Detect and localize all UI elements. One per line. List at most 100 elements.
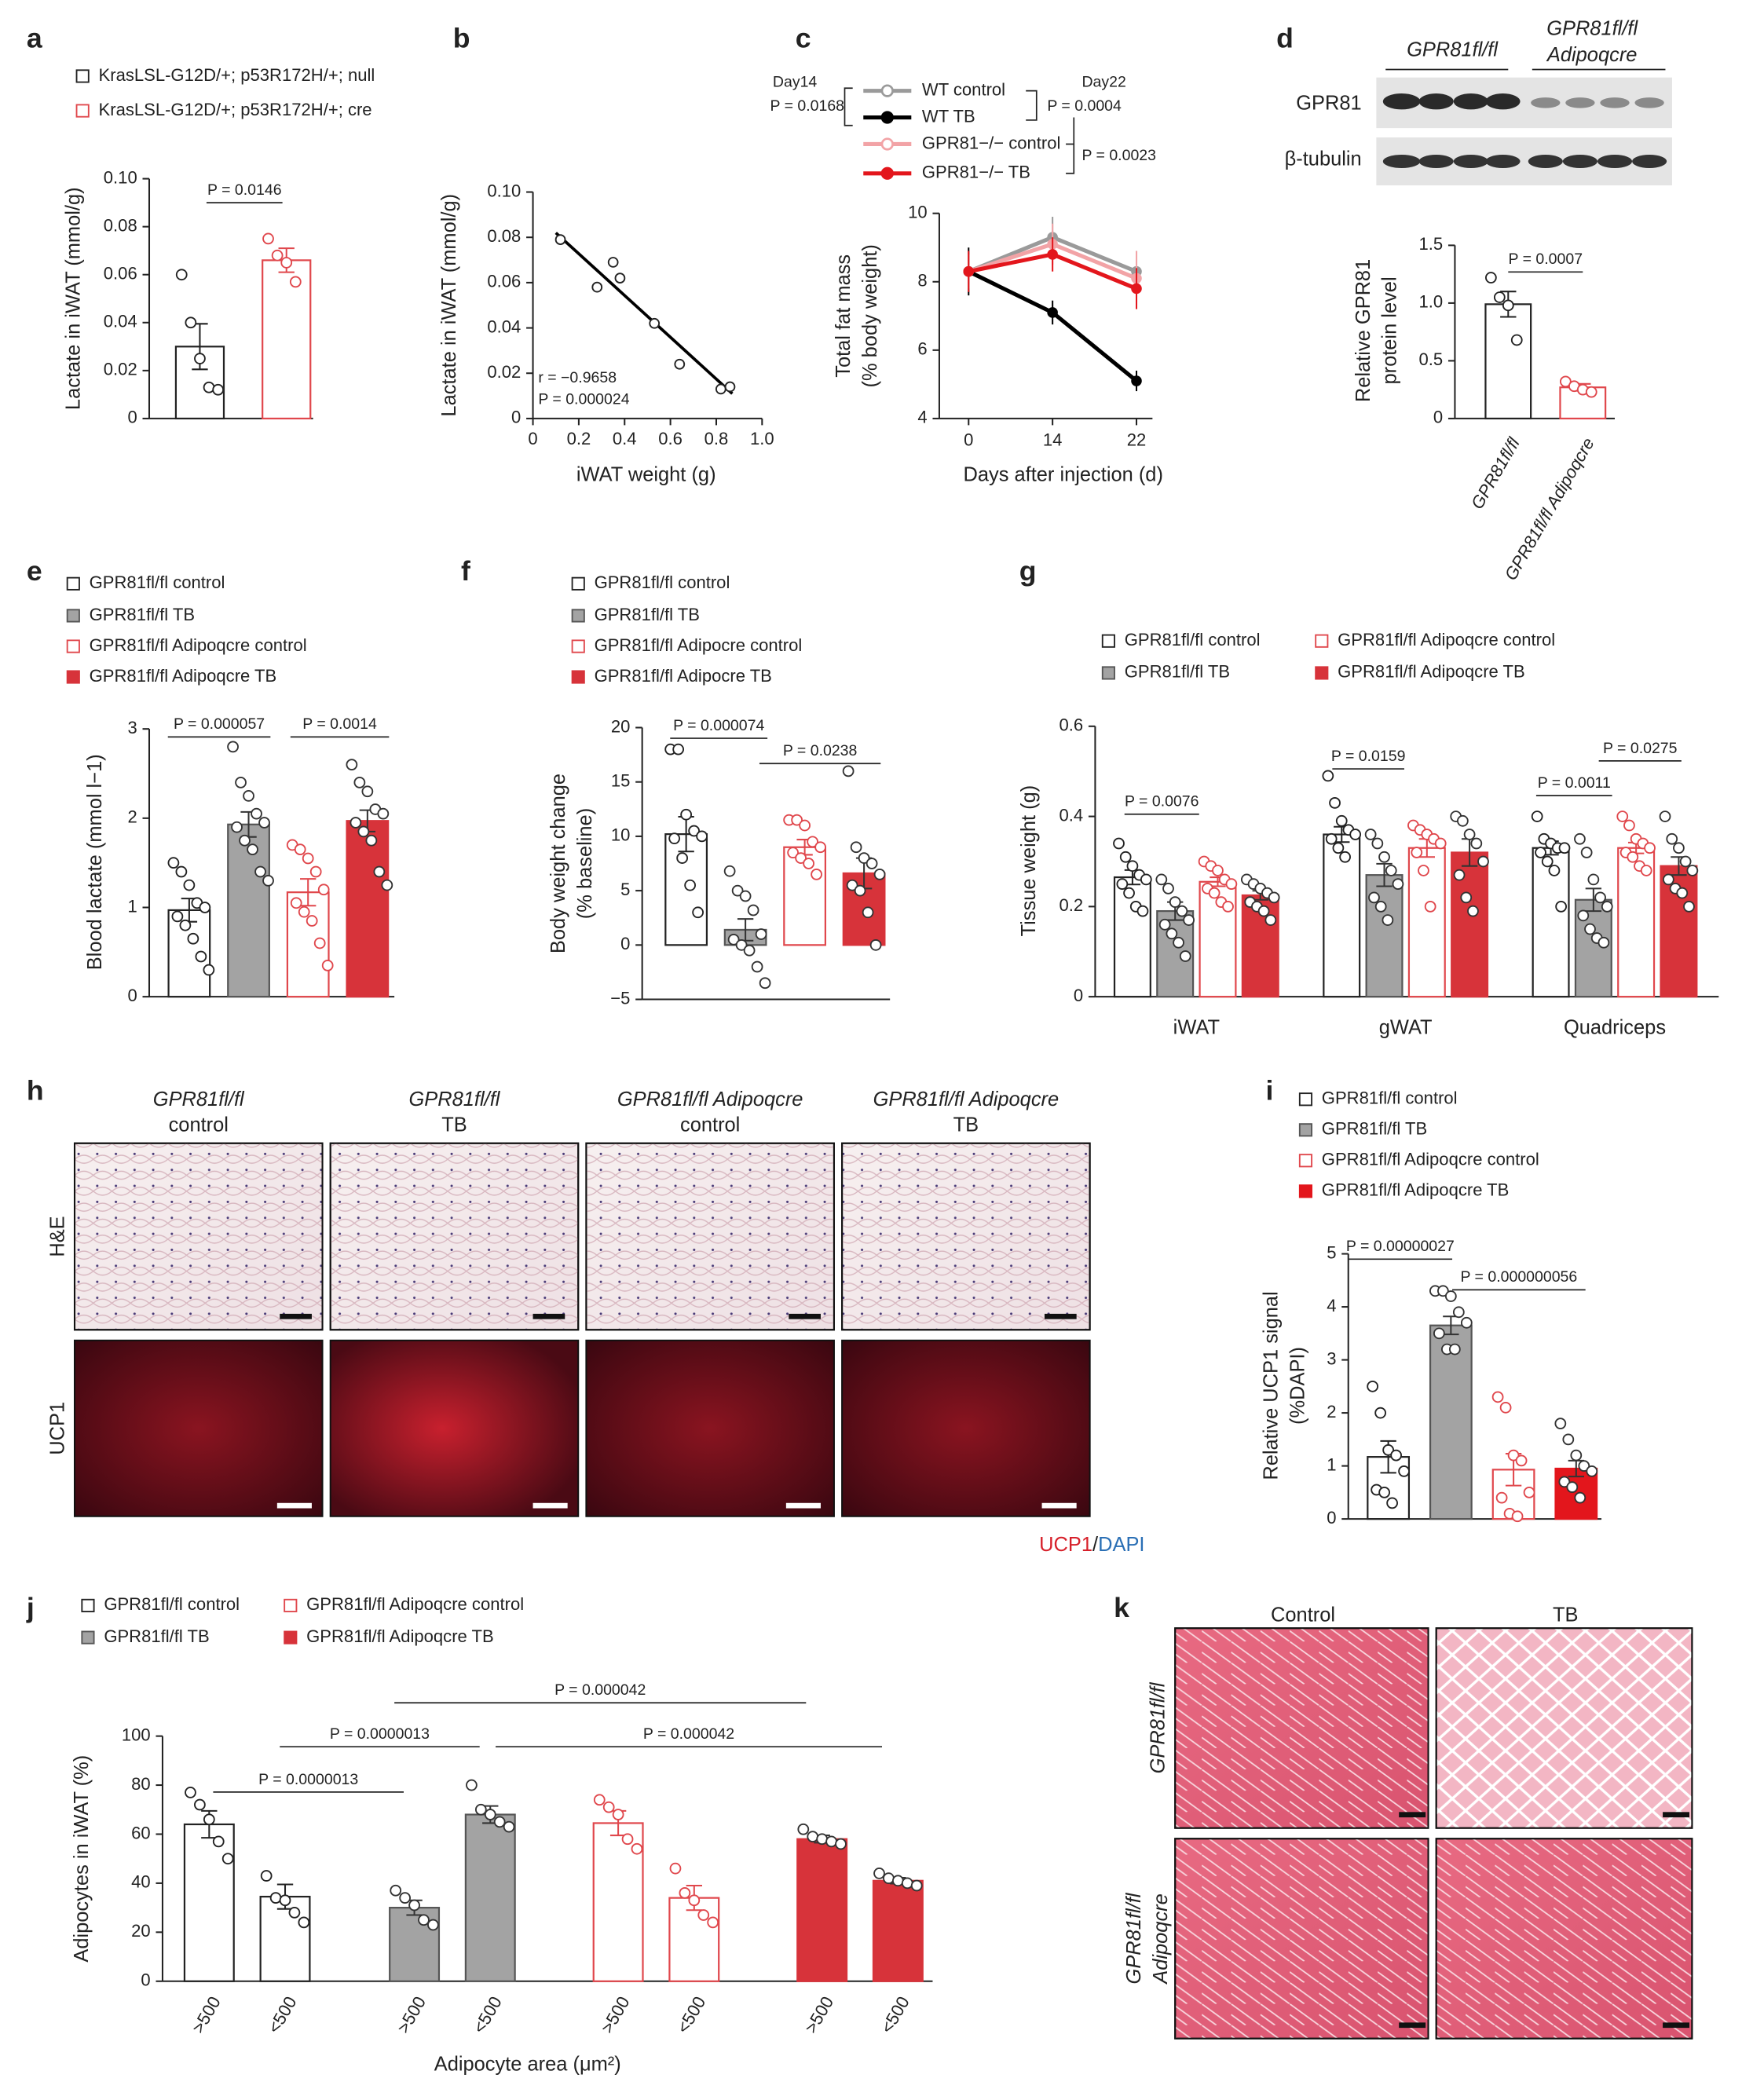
data-point: [377, 807, 390, 820]
data-point: [846, 879, 858, 891]
data-point: [1123, 887, 1135, 899]
legend-label: GPR81fl/fl control: [90, 573, 225, 592]
legend-swatch: [571, 670, 585, 684]
data-point: [298, 905, 310, 918]
data-point: [1166, 927, 1178, 940]
data-point: [1382, 1443, 1395, 1456]
data-point: [1126, 860, 1139, 873]
data-point: [1574, 1491, 1587, 1504]
legend-label: GPR81fl/fl TB: [1125, 662, 1230, 682]
y-tick-label: 0.6: [1059, 715, 1083, 735]
panel-letter: i: [1266, 1075, 1274, 1107]
data-point: [1460, 1316, 1473, 1329]
data-point: [466, 1779, 478, 1791]
data-point: [493, 1816, 506, 1828]
data-point: [1562, 1433, 1575, 1446]
data-point: [1176, 905, 1188, 917]
data-point: [1574, 832, 1586, 845]
y-tick-label: 4: [1327, 1296, 1336, 1315]
bracket: [1026, 90, 1038, 121]
data-point: [697, 1909, 710, 1921]
annotation: P = 0.0000013: [258, 1771, 358, 1788]
data-point: [873, 868, 886, 880]
data-point: [203, 1813, 215, 1826]
data-point: [1541, 855, 1554, 868]
data-point: [1623, 819, 1635, 832]
legend-swatch: [1315, 634, 1329, 648]
y-tick-label: 0: [1074, 986, 1083, 1005]
annotation: Day22: [1081, 74, 1125, 91]
data-point: [850, 841, 862, 854]
data-point: [807, 836, 818, 848]
annotation: P = 0.0168: [770, 97, 845, 115]
data-point: [1329, 796, 1341, 809]
legend-label: GPR81fl/fl control: [1125, 630, 1261, 649]
data-point: [221, 1853, 234, 1865]
data-point: [1212, 865, 1224, 876]
legend-marker: [880, 166, 894, 180]
label: protein level: [1379, 276, 1401, 384]
annotation: P = 0.000000056: [1460, 1268, 1577, 1286]
data-point: [298, 1916, 310, 1929]
y-tick-label: 1: [127, 896, 137, 916]
data-point: [167, 857, 180, 869]
panel-letter: b: [453, 23, 470, 54]
blot-group: GPR81fl/fl: [1407, 38, 1499, 60]
data-point: [1457, 814, 1469, 827]
label: Lactate in iWAT (mmol/g): [63, 187, 85, 410]
data-point: [1390, 1449, 1402, 1462]
data-point: [313, 937, 326, 949]
legend-swatch: [1298, 1154, 1313, 1168]
x-tick-label: 0: [964, 430, 973, 450]
h-column: TB: [953, 1114, 979, 1136]
data-point: [1570, 1449, 1583, 1462]
data-point: [503, 1820, 515, 1833]
data-point: [1378, 851, 1390, 863]
data-point: [862, 906, 874, 919]
legend-swatch: [1101, 666, 1115, 680]
legend-label: GPR81fl/fl Adipoqcre control: [306, 1594, 524, 1614]
data-point: [1495, 1491, 1508, 1504]
data-point: [306, 915, 318, 927]
data-point: [1499, 1401, 1512, 1414]
y-tick-label: 8: [917, 271, 927, 291]
data-point: [254, 865, 266, 878]
data-point: [1162, 883, 1174, 895]
y-tick-label: 0.10: [487, 181, 521, 200]
bar: [664, 833, 708, 946]
data-point: [1686, 865, 1699, 876]
bar: [1484, 303, 1532, 420]
data-point: [1411, 847, 1423, 858]
x-axis-label: Days after injection (d): [963, 464, 1162, 486]
legend-marker: [880, 137, 894, 151]
data-point: [290, 897, 302, 909]
data-point: [1463, 829, 1476, 840]
data-point: [676, 852, 689, 864]
data-point: [614, 273, 626, 284]
y-tick-label: 20: [611, 716, 631, 736]
annotation: P = 0.0159: [1331, 748, 1406, 765]
annotation: P = 0.0275: [1603, 740, 1678, 757]
x-tick-label: 22: [1127, 430, 1147, 450]
data-point: [361, 785, 374, 798]
y-tick-label: 1: [1327, 1454, 1336, 1474]
legend-swatch: [75, 69, 90, 83]
data-point: [692, 906, 704, 919]
data-point: [1510, 334, 1523, 346]
bar: [259, 1895, 311, 1982]
data-point: [791, 814, 803, 826]
annotation: P = 0.000024: [538, 390, 629, 408]
blot: [1376, 68, 1672, 186]
data-point: [418, 1914, 430, 1926]
data-point: [350, 817, 362, 829]
legend-swatch: [1101, 634, 1115, 648]
data-point: [239, 834, 251, 847]
x-tick-label: >500: [393, 1993, 430, 2037]
data-point: [1131, 283, 1142, 295]
data-point: [1644, 842, 1656, 854]
annotation: P = 0.0014: [302, 715, 377, 733]
data-point: [1179, 950, 1191, 962]
data-point: [1679, 855, 1692, 868]
data-point: [1616, 810, 1629, 822]
data-point: [680, 808, 693, 821]
